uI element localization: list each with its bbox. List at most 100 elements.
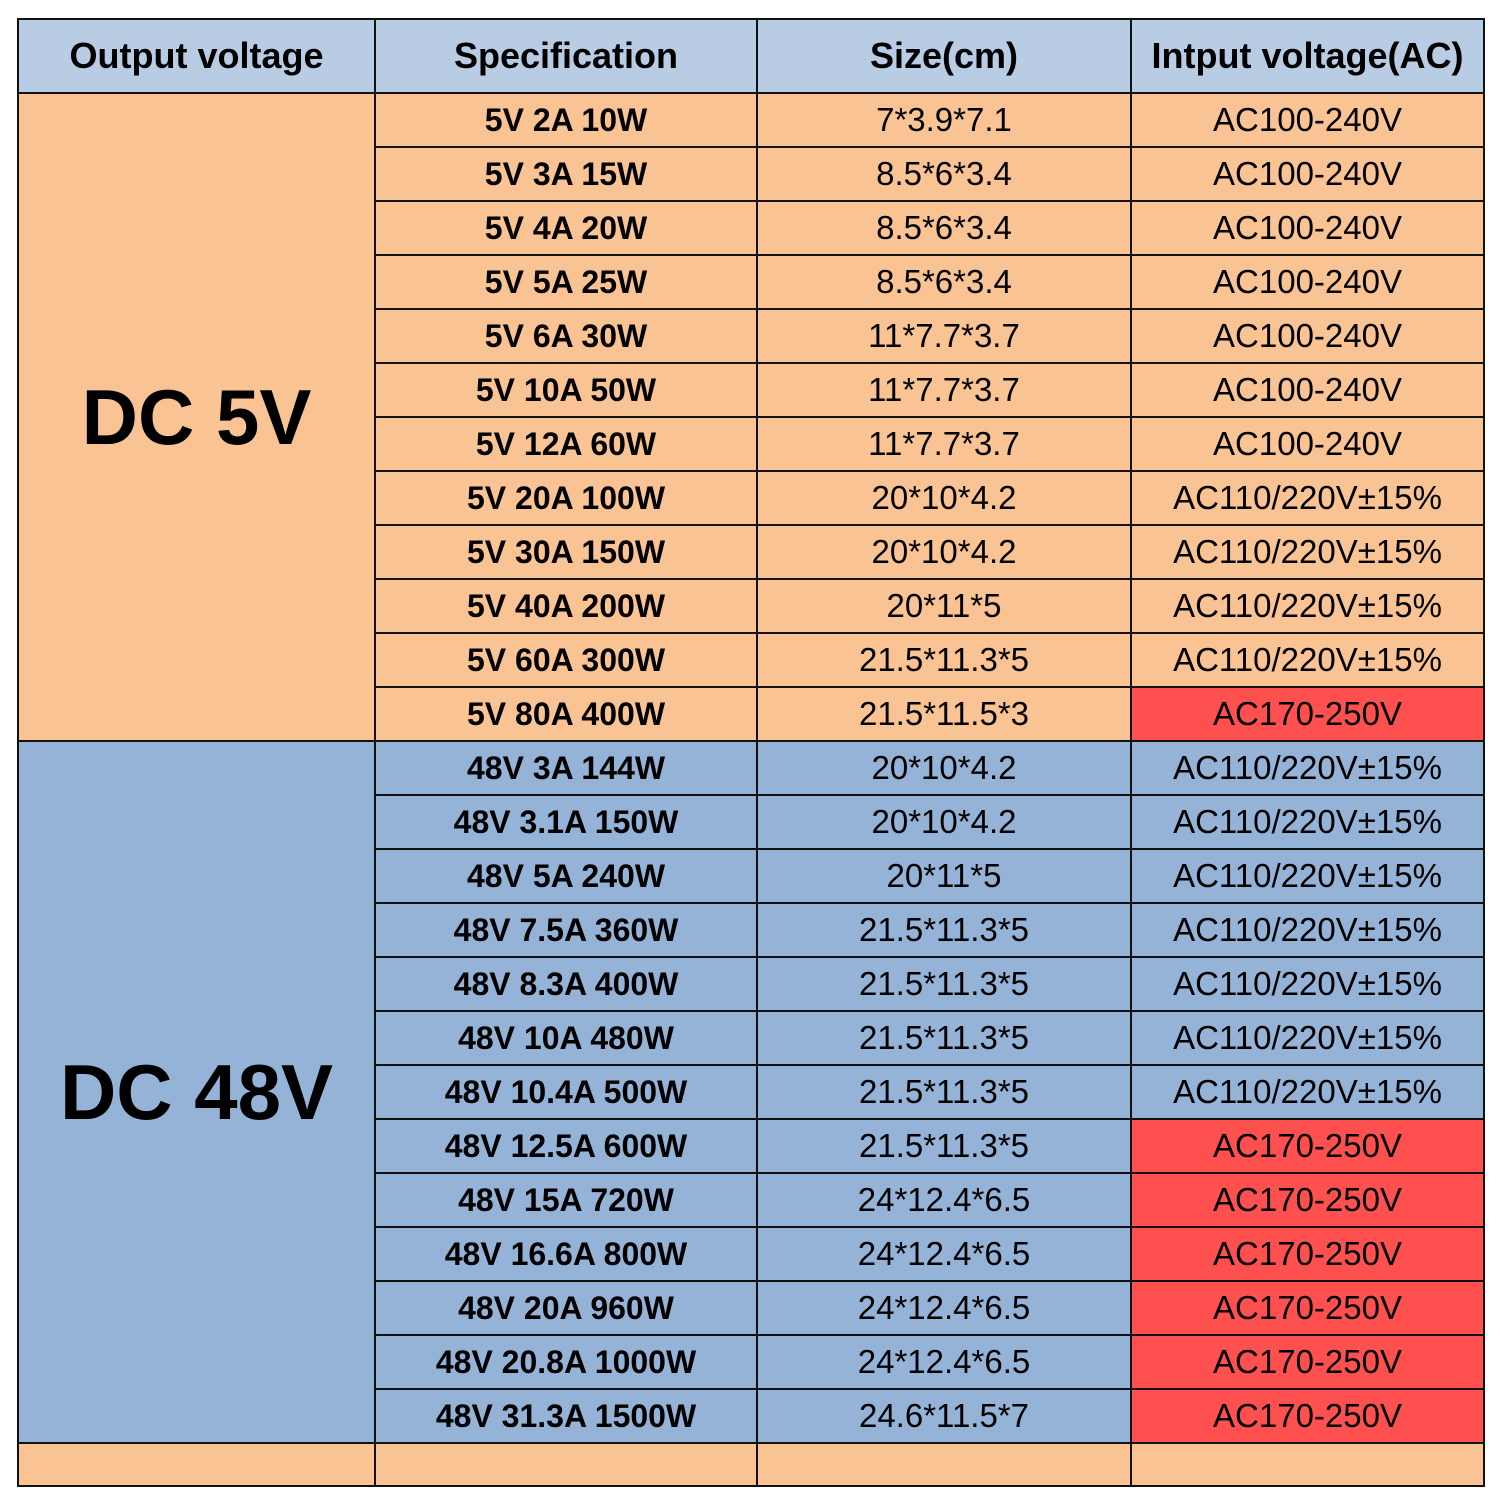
input-voltage-cell: AC170-250V bbox=[1130, 1334, 1485, 1390]
size-cell: 7*3.9*7.1 bbox=[756, 92, 1132, 148]
spec-cell: 5V 60A 300W bbox=[374, 632, 758, 688]
table-row: 48V 10.4A 500W 21.5*11.3*5 AC110/220V±15% bbox=[18, 1064, 1485, 1120]
input-voltage-cell: AC100-240V bbox=[1130, 308, 1485, 364]
table-row: 5V 3A 15W 8.5*6*3.4 AC100-240V bbox=[18, 146, 1485, 202]
size-cell: 20*10*4.2 bbox=[756, 470, 1132, 526]
size-cell: 24*12.4*6.5 bbox=[756, 1334, 1132, 1390]
header-size: Size(cm) bbox=[756, 18, 1132, 94]
spec-cell: 48V 10A 480W bbox=[374, 1010, 758, 1066]
table-row: 5V 40A 200W 20*11*5 AC110/220V±15% bbox=[18, 578, 1485, 634]
input-voltage-cell: AC110/220V±15% bbox=[1130, 956, 1485, 1012]
size-cell: 24*12.4*6.5 bbox=[756, 1226, 1132, 1282]
size-cell: 21.5*11.3*5 bbox=[756, 902, 1132, 958]
spec-cell: 48V 10.4A 500W bbox=[374, 1064, 758, 1120]
spec-cell: 48V 31.3A 1500W bbox=[374, 1388, 758, 1444]
size-cell: 21.5*11.5*3 bbox=[756, 686, 1132, 742]
size-cell: 20*10*4.2 bbox=[756, 794, 1132, 850]
size-cell: 20*11*5 bbox=[756, 848, 1132, 904]
spec-cell: 48V 8.3A 400W bbox=[374, 956, 758, 1012]
table-row: 5V 20A 100W 20*10*4.2 AC110/220V±15% bbox=[18, 470, 1485, 526]
spec-cell: 48V 20A 960W bbox=[374, 1280, 758, 1336]
table-row: 5V 10A 50W 11*7.7*3.7 AC100-240V bbox=[18, 362, 1485, 418]
header-specification: Specification bbox=[374, 18, 758, 94]
spec-cell: 5V 40A 200W bbox=[374, 578, 758, 634]
input-voltage-cell: AC110/220V±15% bbox=[1130, 578, 1485, 634]
table-row: 48V 20.8A 1000W 24*12.4*6.5 AC170-250V bbox=[18, 1334, 1485, 1390]
spec-table: Output voltage Specification Size(cm) In… bbox=[17, 18, 1485, 1487]
table-row: 48V 31.3A 1500W 24.6*11.5*7 AC170-250V bbox=[18, 1388, 1485, 1444]
input-voltage-cell: AC110/220V±15% bbox=[1130, 632, 1485, 688]
table-row: 48V 20A 960W 24*12.4*6.5 AC170-250V bbox=[18, 1280, 1485, 1336]
input-voltage-cell: AC170-250V bbox=[1130, 1118, 1485, 1174]
empty-cell bbox=[1130, 1442, 1485, 1487]
spec-cell: 48V 12.5A 600W bbox=[374, 1118, 758, 1174]
spec-cell: 5V 30A 150W bbox=[374, 524, 758, 580]
spec-cell: 48V 7.5A 360W bbox=[374, 902, 758, 958]
table-row: 48V 3.1A 150W 20*10*4.2 AC110/220V±15% bbox=[18, 794, 1485, 850]
spec-cell: 48V 3A 144W bbox=[374, 740, 758, 796]
spec-cell: 48V 20.8A 1000W bbox=[374, 1334, 758, 1390]
table-row: 48V 10A 480W 21.5*11.3*5 AC110/220V±15% bbox=[18, 1010, 1485, 1066]
spec-cell: 5V 4A 20W bbox=[374, 200, 758, 256]
input-voltage-cell: AC100-240V bbox=[1130, 200, 1485, 256]
size-cell: 21.5*11.3*5 bbox=[756, 956, 1132, 1012]
empty-cell bbox=[374, 1442, 758, 1487]
spec-cell: 5V 2A 10W bbox=[374, 92, 758, 148]
size-cell: 20*11*5 bbox=[756, 578, 1132, 634]
empty-cell bbox=[17, 1442, 376, 1487]
size-cell: 20*10*4.2 bbox=[756, 740, 1132, 796]
table-row: 5V 12A 60W 11*7.7*3.7 AC100-240V bbox=[18, 416, 1485, 472]
table-body: DC 5V 5V 2A 10W 7*3.9*7.1 AC100-240V 5V 3A 1… bbox=[17, 92, 1485, 1487]
input-voltage-cell: AC100-240V bbox=[1130, 416, 1485, 472]
table-row: 5V 4A 20W 8.5*6*3.4 AC100-240V bbox=[18, 200, 1485, 256]
table-row: 5V 80A 400W 21.5*11.5*3 AC170-250V bbox=[18, 686, 1485, 742]
size-cell: 24*12.4*6.5 bbox=[756, 1280, 1132, 1336]
output-voltage-group: DC 5V bbox=[17, 92, 376, 742]
spec-cell: 48V 3.1A 150W bbox=[374, 794, 758, 850]
size-cell: 24.6*11.5*7 bbox=[756, 1388, 1132, 1444]
input-voltage-cell: AC110/220V±15% bbox=[1130, 902, 1485, 958]
size-cell: 11*7.7*3.7 bbox=[756, 416, 1132, 472]
table-row: 5V 5A 25W 8.5*6*3.4 AC100-240V bbox=[18, 254, 1485, 310]
spec-cell: 5V 3A 15W bbox=[374, 146, 758, 202]
size-cell: 21.5*11.3*5 bbox=[756, 632, 1132, 688]
table-row: 48V 15A 720W 24*12.4*6.5 AC170-250V bbox=[18, 1172, 1485, 1228]
table-row: 48V 8.3A 400W 21.5*11.3*5 AC110/220V±15% bbox=[18, 956, 1485, 1012]
empty-row bbox=[17, 1442, 1485, 1487]
spec-cell: 5V 12A 60W bbox=[374, 416, 758, 472]
input-voltage-cell: AC170-250V bbox=[1130, 686, 1485, 742]
header-output-voltage: Output voltage bbox=[17, 18, 376, 94]
size-cell: 21.5*11.3*5 bbox=[756, 1118, 1132, 1174]
size-cell: 11*7.7*3.7 bbox=[756, 362, 1132, 418]
input-voltage-cell: AC170-250V bbox=[1130, 1226, 1485, 1282]
header-input-voltage: Intput voltage(AC) bbox=[1130, 18, 1485, 94]
input-voltage-cell: AC170-250V bbox=[1130, 1388, 1485, 1444]
output-voltage-group: DC 48V bbox=[17, 740, 376, 1444]
input-voltage-cell: AC170-250V bbox=[1130, 1280, 1485, 1336]
input-voltage-cell: AC110/220V±15% bbox=[1130, 794, 1485, 850]
table-row: DC 5V 5V 2A 10W 7*3.9*7.1 AC100-240V bbox=[17, 92, 1485, 742]
input-voltage-cell: AC110/220V±15% bbox=[1130, 848, 1485, 904]
spec-cell: 5V 80A 400W bbox=[374, 686, 758, 742]
input-voltage-cell: AC110/220V±15% bbox=[1130, 1064, 1485, 1120]
size-cell: 24*12.4*6.5 bbox=[756, 1172, 1132, 1228]
input-voltage-cell: AC100-240V bbox=[1130, 362, 1485, 418]
size-cell: 21.5*11.3*5 bbox=[756, 1010, 1132, 1066]
spec-cell: 5V 6A 30W bbox=[374, 308, 758, 364]
spec-cell: 48V 5A 240W bbox=[374, 848, 758, 904]
input-voltage-cell: AC170-250V bbox=[1130, 1172, 1485, 1228]
size-cell: 20*10*4.2 bbox=[756, 524, 1132, 580]
size-cell: 8.5*6*3.4 bbox=[756, 254, 1132, 310]
table-row: 5V 6A 30W 11*7.7*3.7 AC100-240V bbox=[18, 308, 1485, 364]
table-row: 48V 16.6A 800W 24*12.4*6.5 AC170-250V bbox=[18, 1226, 1485, 1282]
spec-cell: 5V 10A 50W bbox=[374, 362, 758, 418]
table-row: 48V 12.5A 600W 21.5*11.3*5 AC170-250V bbox=[18, 1118, 1485, 1174]
spec-cell: 5V 20A 100W bbox=[374, 470, 758, 526]
spec-cell: 48V 15A 720W bbox=[374, 1172, 758, 1228]
input-voltage-cell: AC110/220V±15% bbox=[1130, 524, 1485, 580]
spec-cell: 5V 5A 25W bbox=[374, 254, 758, 310]
header-row: Output voltage Specification Size(cm) In… bbox=[17, 18, 1485, 94]
table-row: 5V 30A 150W 20*10*4.2 AC110/220V±15% bbox=[18, 524, 1485, 580]
size-cell: 21.5*11.3*5 bbox=[756, 1064, 1132, 1120]
input-voltage-cell: AC110/220V±15% bbox=[1130, 740, 1485, 796]
